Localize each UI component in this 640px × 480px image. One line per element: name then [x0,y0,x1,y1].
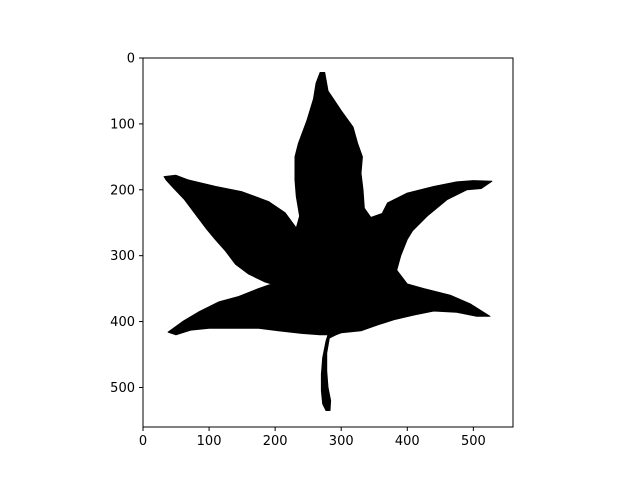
y-tick-label: 100 [110,117,135,132]
leaf-silhouette [163,72,493,411]
axes-frame [142,57,514,428]
y-tick-label: 300 [110,249,135,264]
x-tick-label: 200 [263,434,288,449]
y-tick-label: 500 [110,381,135,396]
x-tick-label: 400 [395,434,420,449]
y-axis: 0 100 200 300 400 500 [110,52,143,396]
x-tick-label: 300 [329,434,354,449]
y-tick-label: 400 [110,315,135,330]
y-tick-label: 0 [127,52,135,67]
y-tick-label: 200 [110,183,135,198]
x-tick-label: 0 [139,434,147,449]
plot-area [142,57,514,428]
x-tick-label: 100 [197,434,222,449]
x-tick-label: 500 [461,434,486,449]
x-axis: 0 100 200 300 400 500 [139,427,486,449]
